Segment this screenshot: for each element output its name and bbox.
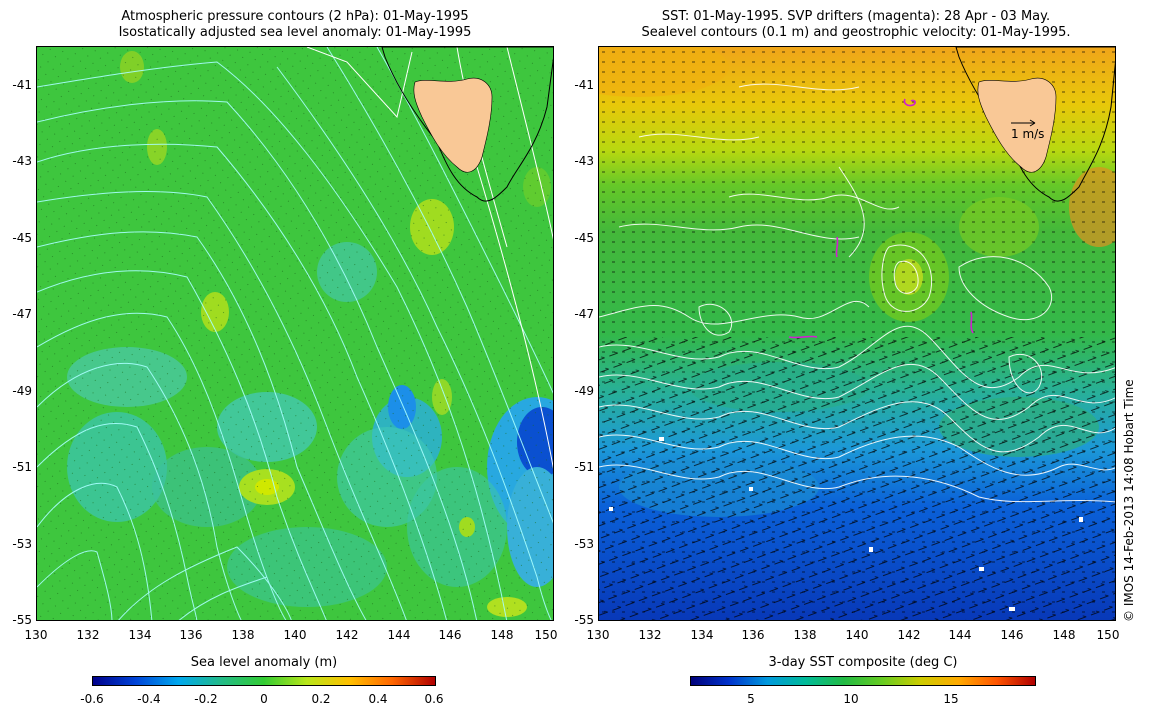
imos-credit: © IMOS 14-Feb-2013 14:08 Hobart Time bbox=[1122, 379, 1136, 622]
left-x-tick: 132 bbox=[76, 628, 100, 642]
left-colorbar-tick: 0.6 bbox=[424, 692, 444, 706]
left-x-tick: 130 bbox=[24, 628, 48, 642]
right-x-tick: 134 bbox=[690, 628, 714, 642]
right-x-tick: 136 bbox=[741, 628, 765, 642]
right-y-tick: -55 bbox=[574, 613, 594, 627]
right-x-tick: 138 bbox=[793, 628, 817, 642]
tasmania-land-right bbox=[955, 47, 1115, 202]
sst-map bbox=[598, 46, 1116, 621]
left-colorbar-tick: 0.2 bbox=[311, 692, 331, 706]
right-y-tick: -53 bbox=[574, 537, 594, 551]
right-x-tick: 150 bbox=[1096, 628, 1120, 642]
left-y-tick: -53 bbox=[12, 537, 32, 551]
right-x-tick: 132 bbox=[638, 628, 662, 642]
left-y-tick: -47 bbox=[12, 307, 32, 321]
left-colorbar-tick: 0 bbox=[260, 692, 268, 706]
right-colorbar-tick: 5 bbox=[747, 692, 755, 706]
left-x-tick: 150 bbox=[534, 628, 558, 642]
right-x-tick: 140 bbox=[845, 628, 869, 642]
sea-level-anomaly-field bbox=[37, 47, 553, 620]
left-x-tick: 140 bbox=[283, 628, 307, 642]
left-y-tick: -45 bbox=[12, 231, 32, 245]
left-y-tick: -51 bbox=[12, 460, 32, 474]
left-y-tick: -41 bbox=[12, 78, 32, 92]
velocity-scale-arrow bbox=[1011, 119, 1036, 127]
right-x-tick: 142 bbox=[897, 628, 921, 642]
right-y-tick: -47 bbox=[574, 307, 594, 321]
sst-colorbar bbox=[690, 676, 1036, 686]
right-y-tick: -49 bbox=[574, 384, 594, 398]
left-x-tick: 134 bbox=[128, 628, 152, 642]
left-x-tick: 142 bbox=[335, 628, 359, 642]
right-x-tick: 148 bbox=[1052, 628, 1076, 642]
velocity-scale-label: 1 m/s bbox=[1011, 127, 1045, 141]
right-x-tick: 144 bbox=[948, 628, 972, 642]
right-x-tick: 146 bbox=[1000, 628, 1024, 642]
left-x-tick: 138 bbox=[231, 628, 255, 642]
left-title-line2: Isostatically adjusted sea level anomaly… bbox=[118, 25, 472, 40]
left-x-tick: 146 bbox=[438, 628, 462, 642]
left-colorbar-tick: 0.4 bbox=[368, 692, 388, 706]
right-y-tick: -41 bbox=[574, 78, 594, 92]
sea-level-anomaly-map bbox=[36, 46, 554, 621]
left-x-tick: 136 bbox=[179, 628, 203, 642]
tasmania-land-left bbox=[381, 47, 553, 202]
left-colorbar-label: Sea level anomaly (m) bbox=[190, 655, 338, 670]
right-colorbar-label: 3-day SST composite (deg C) bbox=[768, 655, 958, 670]
right-colorbar-tick: 15 bbox=[943, 692, 959, 706]
svp-drifter-tracks bbox=[788, 98, 974, 339]
left-x-tick: 144 bbox=[387, 628, 411, 642]
right-y-tick: -51 bbox=[574, 460, 594, 474]
right-colorbar-tick: 10 bbox=[843, 692, 859, 706]
left-y-tick: -43 bbox=[12, 154, 32, 168]
right-title-line2: Sealevel contours (0.1 m) and geostrophi… bbox=[641, 25, 1071, 40]
right-y-tick: -45 bbox=[574, 231, 594, 245]
sst-field bbox=[599, 47, 1115, 620]
left-colorbar-tick: -0.2 bbox=[194, 692, 218, 706]
right-x-tick: 130 bbox=[586, 628, 610, 642]
left-colorbar-tick: -0.4 bbox=[137, 692, 161, 706]
right-title-line1: SST: 01-May-1995. SVP drifters (magenta)… bbox=[661, 9, 1051, 24]
sea-level-colorbar bbox=[92, 676, 436, 686]
left-title-line1: Atmospheric pressure contours (2 hPa): 0… bbox=[121, 9, 469, 24]
right-y-tick: -43 bbox=[574, 154, 594, 168]
left-y-tick: -49 bbox=[12, 384, 32, 398]
left-colorbar-tick: -0.6 bbox=[80, 692, 104, 706]
left-y-tick: -55 bbox=[12, 613, 32, 627]
left-x-tick: 148 bbox=[490, 628, 514, 642]
